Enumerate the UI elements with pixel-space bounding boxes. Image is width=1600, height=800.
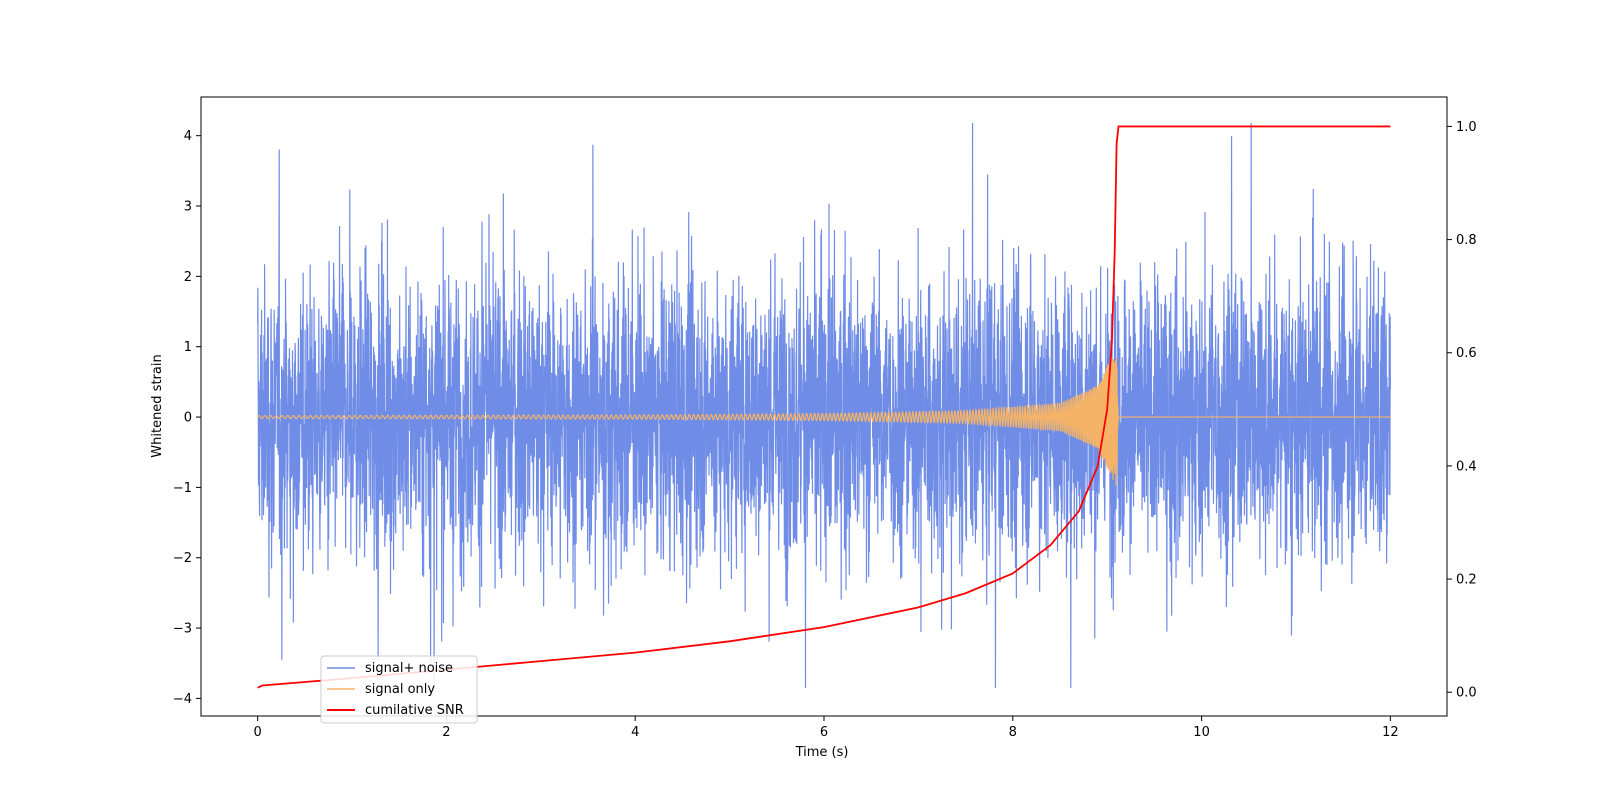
legend-box (320, 655, 478, 724)
y-tick-label: 1 (184, 340, 192, 355)
y2-tick-label: 0.8 (1456, 233, 1477, 248)
x-tick-label: 6 (820, 725, 828, 740)
y2-tick-label: 0.4 (1456, 459, 1477, 474)
y-tick-label: 4 (184, 129, 192, 144)
legend: signal+ noise signal only cumilative SNR (320, 655, 478, 724)
legend-label-signal-plus-noise: signal+ noise (365, 661, 453, 676)
y2-axis-ticks: 0.0 0.2 0.4 0.6 0.8 1.0 (1447, 120, 1477, 701)
x-tick-label: 2 (442, 725, 450, 740)
y-tick-label: −2 (173, 551, 192, 566)
y-axis-label: Whitened strain (150, 354, 165, 457)
x-tick-label: 8 (1009, 725, 1017, 740)
y-tick-label: 2 (184, 270, 192, 285)
cumulative-snr-line (257, 125, 1391, 689)
signal-plus-noise-line (257, 123, 1391, 688)
x-axis-label: Time (s) (795, 745, 849, 760)
x-tick-label: 12 (1382, 725, 1399, 740)
y-tick-label: −1 (173, 481, 192, 496)
y2-tick-label: 0.0 (1456, 686, 1477, 701)
y2-tick-label: 1.0 (1456, 120, 1477, 135)
y2-tick-label: 0.2 (1456, 573, 1477, 588)
plot-area (257, 123, 1391, 689)
legend-label-signal-only: signal only (365, 682, 435, 697)
y-tick-label: −3 (173, 622, 192, 637)
x-tick-label: 4 (631, 725, 639, 740)
signal-only-line (257, 357, 1391, 486)
y-tick-label: 3 (184, 200, 192, 215)
y-axis-ticks: −4 −3 −2 −1 0 1 2 3 4 (173, 129, 201, 707)
x-tick-label: 10 (1193, 725, 1210, 740)
y-tick-label: −4 (173, 692, 192, 707)
y2-tick-label: 0.6 (1456, 346, 1477, 361)
y-tick-label: 0 (184, 411, 192, 426)
legend-label-cumulative-snr: cumilative SNR (365, 703, 464, 718)
x-tick-label: 0 (253, 725, 261, 740)
